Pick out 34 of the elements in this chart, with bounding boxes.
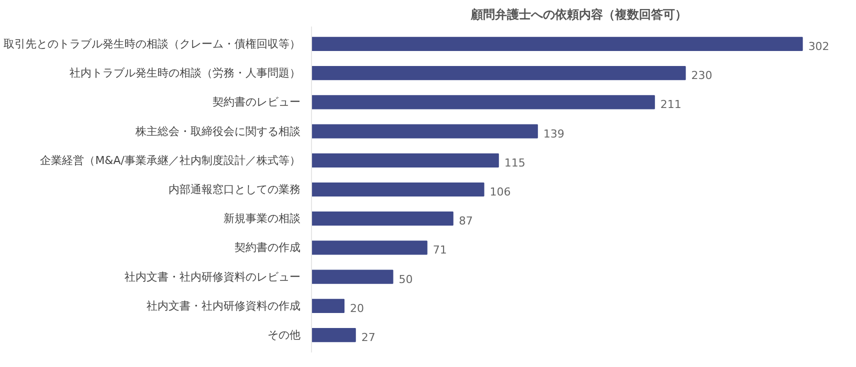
y-tick-label: その他 xyxy=(268,328,300,342)
bar xyxy=(312,36,803,52)
data-label: 87 xyxy=(458,214,473,228)
bar xyxy=(312,153,499,168)
data-label: 20 xyxy=(350,302,364,315)
data-label: 71 xyxy=(432,244,447,257)
data-label: 27 xyxy=(361,331,376,344)
bar xyxy=(312,182,484,197)
y-tick-label: 株主総会・取締役会に関する相談 xyxy=(134,124,300,138)
y-tick-label: 社内トラブル発生時の相談（労務・人事問題） xyxy=(70,66,300,80)
bar xyxy=(312,95,655,110)
bar xyxy=(312,66,686,80)
data-label: 211 xyxy=(660,98,682,112)
data-label: 139 xyxy=(543,127,564,140)
bar xyxy=(312,124,538,138)
y-tick-label: 企業経営（M&A/事業承継／社内制度設計／株式等） xyxy=(40,154,301,167)
y-tick-label: 内部通報窓口としての業務 xyxy=(168,183,300,196)
y-tick-label: 社内文書・社内研修資料のレビュー xyxy=(124,270,300,284)
bar xyxy=(312,298,345,313)
bar xyxy=(312,328,356,342)
y-tick-label: 契約書のレビュー xyxy=(212,96,300,109)
data-label: 106 xyxy=(490,186,511,198)
bar xyxy=(312,212,454,226)
y-tick-label: 新規事業の相談 xyxy=(224,212,300,226)
bar xyxy=(312,240,428,255)
data-label: 50 xyxy=(398,272,413,286)
y-tick-label: 社内文書・社内研修資料の作成 xyxy=(146,299,300,312)
data-label: 302 xyxy=(808,40,830,53)
y-tick-label: 契約書の作成 xyxy=(234,241,300,254)
chart-title: 顧問弁護士への依頼内容（複数回答可） xyxy=(470,8,687,22)
data-label: 230 xyxy=(691,69,712,82)
bar xyxy=(312,270,394,284)
data-label: 115 xyxy=(504,156,526,170)
y-tick-label: 取引先とのトラブル発生時の相談（クレーム・債権回収等） xyxy=(4,37,300,50)
